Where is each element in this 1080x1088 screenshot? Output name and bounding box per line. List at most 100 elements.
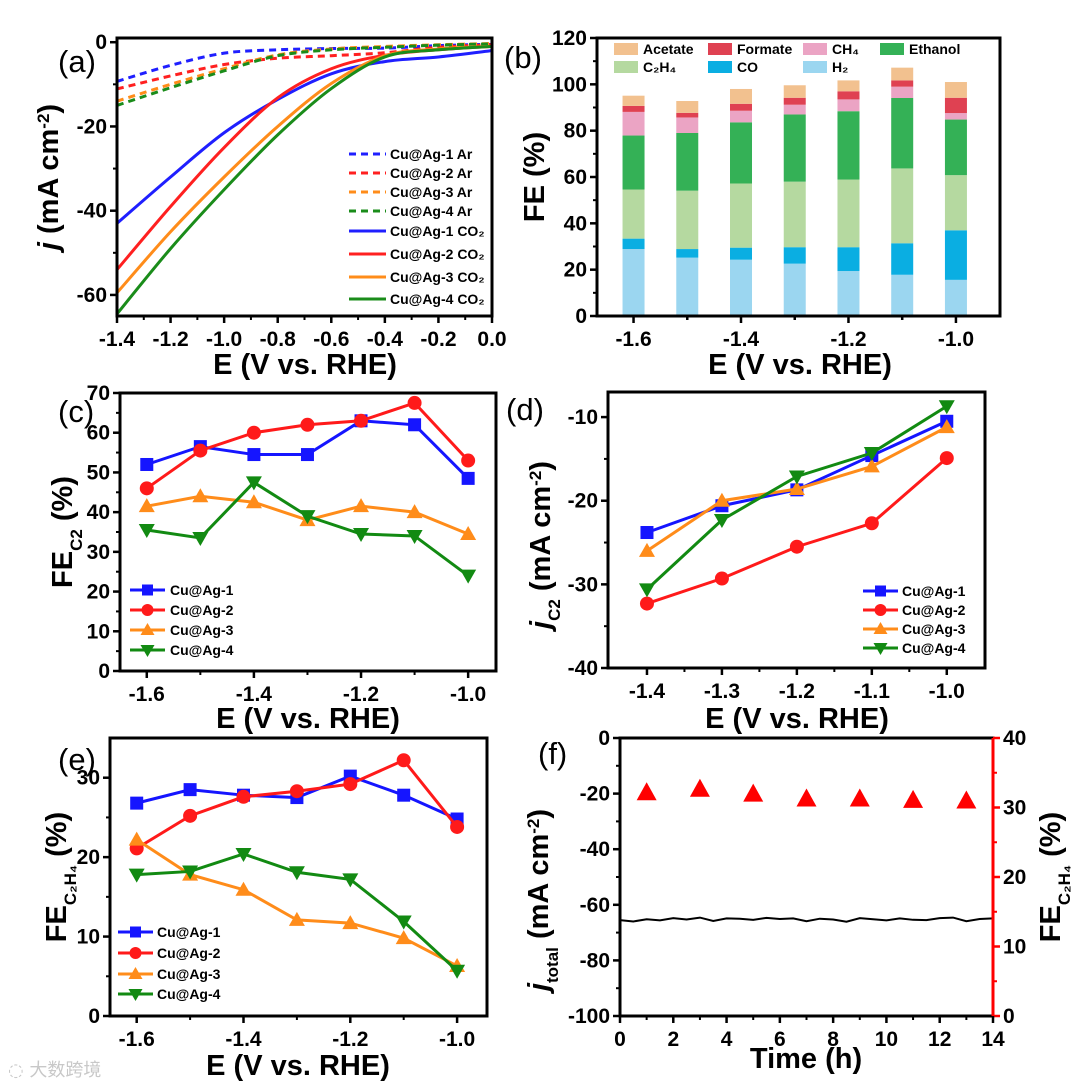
y-tick-label: 70 (87, 382, 110, 405)
series-curve (117, 49, 492, 225)
y-axis-title-part: -2 (524, 819, 543, 834)
y-tick-label: -40 (77, 200, 107, 223)
y-tick-label: 0 (98, 660, 110, 683)
y-tick-label: 80 (564, 120, 587, 143)
bar-segment-acetate (622, 95, 645, 106)
right-y-tick-label: 40 (1003, 727, 1026, 750)
y-tick-label: -40 (568, 657, 598, 680)
plot-area (638, 400, 955, 611)
y-axis-title: jC2 (mA cm-2) (525, 461, 564, 633)
data-point (138, 498, 155, 513)
bar-segment-h (676, 257, 699, 316)
data-point (450, 819, 465, 834)
x-tick-label: 8 (827, 1028, 839, 1051)
y-axis-title-part: j (33, 241, 65, 254)
y-tick-label: 60 (564, 166, 587, 189)
y-axis-title-text: j (mA cm-2) (33, 104, 65, 254)
x-axis-title-part: E (V vs. RHE) (216, 703, 400, 735)
y-axis-title-text: jC2 (mA cm-2) (525, 461, 564, 633)
series-cu-ag-4-ar (117, 42, 492, 107)
y-tick-label: 10 (87, 620, 110, 643)
legend-label: Cu@Ag-2 Ar (390, 165, 473, 181)
legend-marker (873, 643, 888, 655)
bar-segment-co (783, 247, 806, 264)
data-point (289, 784, 304, 799)
bar-segment-co (837, 247, 860, 272)
panel-label-e: (e) (58, 742, 96, 777)
y-tick-label: -80 (580, 949, 610, 972)
fe-data-point (903, 789, 924, 808)
x-tick-label: 12 (928, 1028, 951, 1051)
y-axis-title-text: FEC2 (%) (47, 476, 86, 588)
x-tick-label: -1.1 (854, 680, 891, 703)
right-y-tick-label: 10 (1003, 936, 1026, 959)
legend-label: CO (737, 59, 758, 75)
y-tick-label: 50 (87, 461, 110, 484)
data-point (140, 457, 154, 471)
legend-entry: Cu@Ag-2 CO₂ (349, 246, 485, 262)
legend-label: Cu@Ag-3 (902, 621, 966, 637)
y-tick-label: 40 (87, 501, 110, 524)
right-y-axis-title-part: C₂H₄ (1055, 865, 1074, 905)
x-tick-label: -1.2 (779, 680, 815, 703)
data-point (128, 868, 145, 883)
data-point (353, 498, 370, 513)
legend-marker (140, 645, 155, 657)
legend-swatch (614, 61, 638, 73)
series-line (135, 758, 459, 850)
x-axis-title-part: E (V vs. RHE) (705, 703, 889, 735)
legend-entry: Cu@Ag-3 (118, 966, 221, 982)
x-tick-label: -1.3 (704, 680, 740, 703)
legend-label: Cu@Ag-4 (902, 640, 966, 656)
data-point (246, 425, 261, 440)
series-cu-ag-3 (638, 419, 955, 557)
x-tick-label: -1.0 (929, 680, 965, 703)
legend-entry: Cu@Ag-4 (130, 642, 234, 658)
fe-data-point (796, 788, 817, 807)
panel-label-a: (a) (58, 44, 96, 79)
legend-swatch (708, 61, 732, 73)
legend-label: Cu@Ag-1 (157, 924, 221, 940)
data-point (353, 527, 370, 542)
legend-marker (128, 967, 143, 979)
bar-segment-ch (730, 183, 753, 248)
x-axis-title-text: Time (h) (750, 1043, 862, 1075)
legend-entry: Ethanol (880, 41, 960, 57)
legend-label: Cu@Ag-3 CO₂ (390, 269, 485, 285)
legend-swatch (803, 43, 827, 55)
y-axis-title-part: FE (41, 905, 73, 942)
y-axis-title-text: FE (%) (519, 132, 551, 222)
data-point (397, 788, 411, 802)
bar-segment-acetate (837, 80, 860, 92)
y-tick-label: 0 (598, 727, 610, 750)
y-axis-title-part: ) (33, 104, 65, 114)
data-point (182, 865, 199, 880)
x-tick-label: 4 (721, 1028, 733, 1051)
bar-segment-ch (944, 175, 967, 231)
bar-segment-ch (944, 113, 967, 120)
chart-panel-b: -1.6 -1.4 -1.2 -1.0 H₂ CO C₂H₄ Ethanol CH₄ Format… (552, 27, 1002, 351)
legend-entry: Formate (708, 41, 792, 57)
bar-segment-ch (783, 104, 806, 115)
data-point (128, 831, 145, 846)
y-axis-title-part: (mA cm (33, 129, 65, 242)
legend-entry: H₂ (803, 59, 848, 75)
bar-segment-acetate (676, 101, 699, 113)
data-point (245, 476, 262, 491)
fe-data-point (743, 783, 764, 802)
x-axis-title: E (V vs. RHE) (705, 703, 889, 735)
x-tick-label: -1.0 (938, 328, 974, 351)
y-tick-label: -60 (580, 894, 610, 917)
data-point (236, 789, 251, 804)
legend-label: Cu@Ag-4 Ar (390, 203, 473, 219)
legend-entry: Cu@Ag-2 Ar (349, 165, 473, 181)
y-axis-title-part: total (543, 947, 562, 983)
y-tick-label: 30 (87, 541, 110, 564)
y-axis-title-text: FEC₂H₄ (%) (41, 812, 80, 942)
x-tick-label: 0 (614, 1028, 626, 1051)
bar-segment-co (622, 238, 645, 250)
right-y-tick-label: 30 (1003, 797, 1026, 820)
x-tick-label: 6 (774, 1028, 786, 1051)
y-axis-title-part: C₂H₄ (61, 865, 80, 905)
data-point (395, 915, 412, 930)
